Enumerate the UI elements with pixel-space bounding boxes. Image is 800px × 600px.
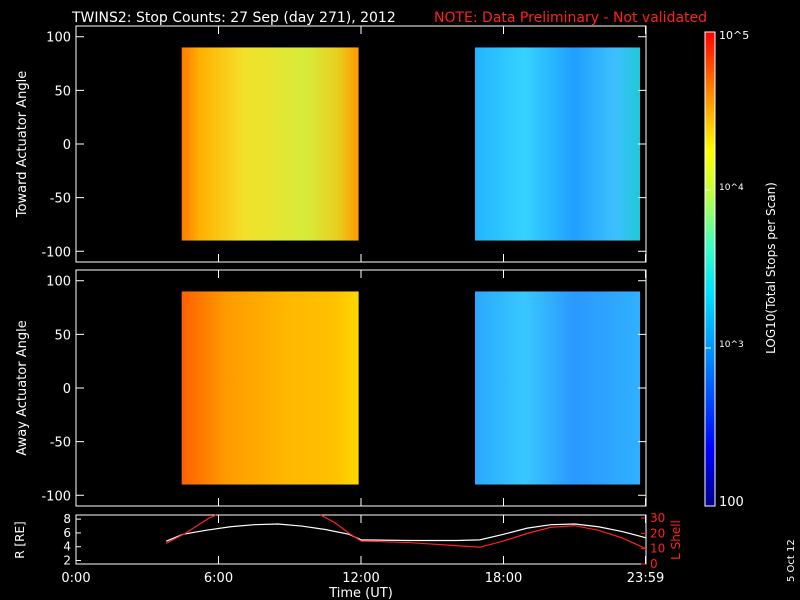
lshell-tick-label: 20 [650,526,665,540]
xtick-label: 18:00 [485,571,522,586]
toward-heatmap-block-1 [181,47,359,241]
lshell-series [165,514,647,550]
toward-ytick-label: -100 [41,245,71,260]
r-tick-label: 6 [63,526,71,540]
toward-ytick-label: 50 [54,84,71,99]
lshell-tick-label: 30 [650,511,665,525]
toward-heatmap-block-2 [475,47,641,241]
xtick-label: 23:59 [627,571,664,586]
colorbar: 10^5 10^4 10^3 100 LOG10(Total Stops per… [704,29,778,510]
preliminary-note: NOTE: Data Preliminary - Not validated [434,10,707,26]
colorbar-title: LOG10(Total Stops per Scan) [764,182,778,354]
toward-ytick-label: 100 [46,31,71,46]
r-tick-label: 2 [63,554,71,568]
orbit-lshell-label: L Shell [669,520,683,560]
toward-y-ticks: 100 50 0 -50 -100 [41,31,646,260]
lshell-line-segment [320,514,647,550]
r-tick-label: 8 [63,512,71,526]
r-series-line [166,523,647,542]
away-y-label: Away Actuator Angle [15,320,30,455]
colorbar-ticks [705,31,711,507]
chart-title: TWINS2: Stop Counts: 27 Sep (day 271), 2… [71,10,396,26]
colorbar-gradient [705,32,715,506]
lshell-tick-label: 10 [650,542,665,556]
colorbar-label-low: 10^3 [719,340,744,350]
time-axis-ticks: 0:00 6:00 12:00 18:00 23:59 [61,26,664,586]
toward-y-label: Toward Actuator Angle [15,71,30,218]
toward-ytick-label: 0 [63,138,71,153]
lshell-line-segment [165,514,217,544]
xtick-label: 0:00 [61,571,90,586]
date-stamp: 5 Oct 12 [786,539,797,582]
away-ytick-label: -50 [50,436,71,451]
away-ytick-label: 50 [54,328,71,343]
colorbar-label-top: 10^5 [719,29,749,42]
xtick-label: 6:00 [204,571,233,586]
away-ytick-label: 0 [63,382,71,397]
r-tick-label: 4 [63,540,71,554]
away-heatmap-block-2 [475,291,641,485]
colorbar-label-bottom: 100 [719,495,744,510]
lshell-tick-label: 0 [650,557,658,571]
away-panel: 100 50 0 -50 -100 Away Actuator Angle [15,269,647,507]
xtick-label: 12:00 [342,571,379,586]
away-ytick-label: 100 [46,275,71,290]
colorbar-label-mid: 10^4 [719,183,744,193]
away-ytick-label: -100 [41,489,71,504]
away-y-ticks: 100 50 0 -50 -100 [41,275,646,504]
x-axis-label: Time (UT) [328,586,393,600]
toward-ytick-label: -50 [50,192,71,207]
toward-panel: 100 50 0 -50 -100 Toward Actuator Angle [15,25,647,263]
orbit-r-label: R [RE] [13,521,27,558]
away-heatmap-block-1 [181,291,359,485]
